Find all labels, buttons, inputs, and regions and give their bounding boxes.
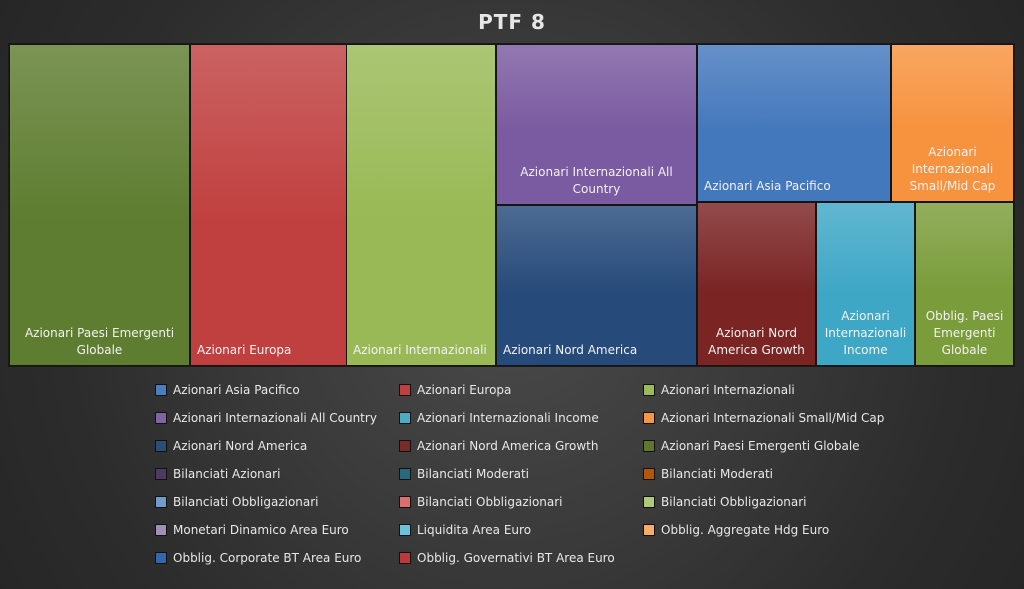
treemap-cell-label: Azionari Nord America Growth xyxy=(708,326,805,357)
treemap-cell: Azionari Internazionali Income xyxy=(816,202,915,366)
treemap-cell-label: Azionari Internazionali Small/Mid Cap xyxy=(909,145,996,193)
legend-label: Azionari Europa xyxy=(417,383,512,397)
legend-swatch xyxy=(399,412,411,424)
legend-item: Liquidita Area Euro xyxy=(399,523,531,537)
legend-item: Azionari Asia Pacifico xyxy=(155,383,300,397)
legend-label: Obblig. Governativi BT Area Euro xyxy=(417,551,615,565)
treemap-cell: Azionari Internazionali All Country xyxy=(496,44,697,205)
legend-swatch xyxy=(155,384,167,396)
treemap-cell-label: Obblig. Paesi Emergenti Globale xyxy=(925,309,1004,357)
legend-item: Bilanciati Azionari xyxy=(155,467,280,481)
chart-title: PTF 8 xyxy=(478,10,546,34)
legend-swatch xyxy=(643,384,655,396)
treemap-cell-label: Azionari Internazionali All Country xyxy=(520,165,673,196)
legend-swatch xyxy=(399,496,411,508)
legend-swatch xyxy=(399,384,411,396)
treemap-cell: Azionari Paesi Emergenti Globale xyxy=(9,44,190,366)
treemap-cell-label: Azionari Internazionali xyxy=(353,343,487,357)
treemap-cell-label: Azionari Nord America xyxy=(503,343,638,357)
treemap-cell-label: Azionari Europa xyxy=(197,343,292,357)
legend-label: Azionari Asia Pacifico xyxy=(173,383,300,397)
treemap-cell: Azionari Internazionali xyxy=(346,44,496,366)
legend-swatch xyxy=(155,440,167,452)
legend-label: Bilanciati Obbligazionari xyxy=(417,495,563,509)
legend-label: Azionari Paesi Emergenti Globale xyxy=(661,439,860,453)
treemap-cell-label: Azionari Paesi Emergenti Globale xyxy=(24,326,175,357)
treemap-cell: Azionari Internazionali Small/Mid Cap xyxy=(891,44,1014,202)
legend-swatch xyxy=(643,440,655,452)
legend-label: Liquidita Area Euro xyxy=(417,523,532,537)
legend-item: Obblig. Corporate BT Area Euro xyxy=(155,551,361,565)
legend-item: Azionari Paesi Emergenti Globale xyxy=(643,439,860,453)
legend-item: Bilanciati Moderati xyxy=(643,467,773,481)
legend-label: Obblig. Aggregate Hdg Euro xyxy=(661,523,830,537)
legend-label: Obblig. Corporate BT Area Euro xyxy=(173,551,362,565)
legend-swatch xyxy=(643,496,655,508)
legend-label: Bilanciati Moderati xyxy=(661,467,774,481)
legend-swatch xyxy=(155,496,167,508)
legend-item: Obblig. Aggregate Hdg Euro xyxy=(643,523,829,537)
legend-item: Bilanciati Obbligazionari xyxy=(399,495,563,509)
treemap: Azionari Paesi Emergenti Globale Azionari… xyxy=(8,43,1015,367)
legend-label: Bilanciati Obbligazionari xyxy=(173,495,319,509)
legend-swatch xyxy=(643,468,655,480)
treemap-cell: Azionari Asia Pacifico xyxy=(697,44,891,202)
legend-swatch xyxy=(643,412,655,424)
legend-item: Azionari Internazionali All Country xyxy=(155,411,377,425)
treemap-cell-label: Azionari Asia Pacifico xyxy=(704,179,831,193)
legend-item: Bilanciati Obbligazionari xyxy=(155,495,319,509)
legend-swatch xyxy=(155,412,167,424)
legend-label: Azionari Internazionali All Country xyxy=(173,411,377,425)
legend-item: Azionari Internazionali xyxy=(643,383,795,397)
legend-item: Bilanciati Obbligazionari xyxy=(643,495,807,509)
treemap-cell: Obblig. Paesi Emergenti Globale xyxy=(915,202,1014,366)
legend-item: Obblig. Governativi BT Area Euro xyxy=(399,551,615,565)
legend-swatch xyxy=(155,468,167,480)
legend-item: Monetari Dinamico Area Euro xyxy=(155,523,349,537)
legend-label: Bilanciati Moderati xyxy=(417,467,530,481)
legend-label: Azionari Internazionali xyxy=(661,383,795,397)
treemap-cell: Azionari Nord America Growth xyxy=(697,202,816,366)
legend-swatch xyxy=(155,524,167,536)
legend-label: Monetari Dinamico Area Euro xyxy=(173,523,349,537)
legend-label: Azionari Internazionali Small/Mid Cap xyxy=(661,411,885,425)
legend-swatch xyxy=(643,524,655,536)
legend-swatch xyxy=(399,468,411,480)
legend-item: Azionari Europa xyxy=(399,383,511,397)
treemap-cell: Azionari Nord America xyxy=(496,205,697,366)
legend-item: Azionari Internazionali Small/Mid Cap xyxy=(643,411,884,425)
treemap-cell: Azionari Europa xyxy=(190,44,347,366)
legend-item: Azionari Internazionali Income xyxy=(399,411,599,425)
legend-swatch xyxy=(399,440,411,452)
legend-item: Azionari Nord America Growth xyxy=(399,439,598,453)
legend-swatch xyxy=(399,552,411,564)
legend-swatch xyxy=(155,552,167,564)
legend-swatch xyxy=(399,524,411,536)
legend-item: Azionari Nord America xyxy=(155,439,307,453)
legend-item: Bilanciati Moderati xyxy=(399,467,529,481)
legend-label: Azionari Nord America xyxy=(173,439,308,453)
legend-label: Azionari Nord America Growth xyxy=(417,439,599,453)
treemap-cell-label: Azionari Internazionali Income xyxy=(824,309,907,357)
legend-label: Bilanciati Obbligazionari xyxy=(661,495,807,509)
legend-label: Bilanciati Azionari xyxy=(173,467,281,481)
legend-label: Azionari Internazionali Income xyxy=(417,411,599,425)
